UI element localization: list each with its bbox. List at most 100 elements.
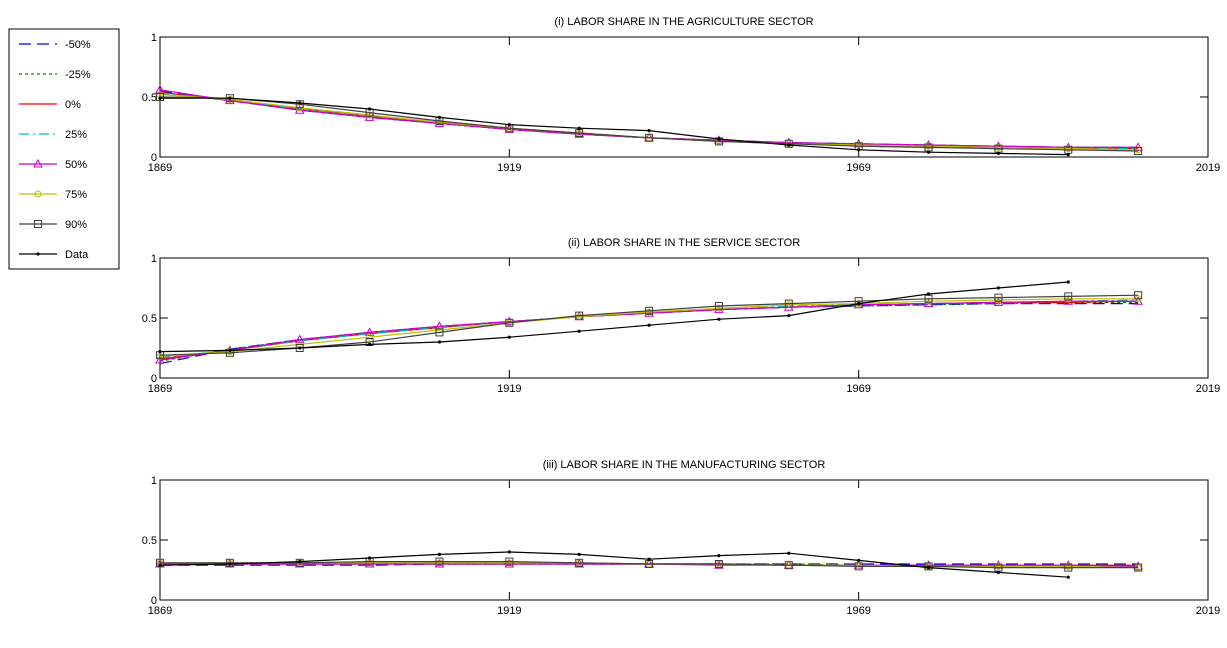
marker bbox=[435, 328, 444, 337]
marker bbox=[294, 558, 305, 568]
marker bbox=[228, 562, 232, 566]
legend-label: -25% bbox=[65, 69, 91, 81]
legend-label: -50% bbox=[65, 39, 91, 51]
marker bbox=[1134, 563, 1143, 572]
series-line bbox=[159, 91, 1139, 148]
x-tick-label: 2019 bbox=[1196, 383, 1220, 395]
marker bbox=[577, 552, 581, 557]
x-tick-label: 1919 bbox=[497, 605, 521, 617]
series-line bbox=[159, 89, 1139, 148]
marker bbox=[714, 560, 723, 568]
marker bbox=[158, 350, 162, 354]
marker bbox=[155, 354, 165, 364]
marker bbox=[34, 190, 42, 198]
marker bbox=[225, 558, 234, 567]
x-tick-label: 1969 bbox=[846, 162, 870, 174]
marker bbox=[364, 558, 375, 568]
marker bbox=[34, 220, 42, 228]
marker bbox=[507, 550, 511, 554]
y-tick-label: 0.5 bbox=[142, 313, 157, 325]
marker bbox=[787, 143, 791, 147]
marker bbox=[714, 560, 724, 569]
marker bbox=[996, 286, 1001, 290]
marker bbox=[437, 552, 442, 557]
marker bbox=[857, 148, 861, 152]
marker bbox=[298, 101, 302, 105]
marker bbox=[368, 556, 372, 560]
series-line bbox=[159, 294, 1139, 356]
chart-title: (ii) LABOR SHARE IN THE SERVICE SECTOR bbox=[568, 237, 800, 249]
y-tick-label: 1 bbox=[151, 475, 157, 487]
series-line bbox=[159, 96, 1139, 152]
x-tick-label: 1919 bbox=[497, 383, 521, 395]
x-tick-label: 1869 bbox=[148, 162, 172, 174]
series-line bbox=[159, 299, 1139, 359]
marker bbox=[1064, 292, 1073, 301]
x-tick-label: 1869 bbox=[148, 605, 172, 617]
series-line bbox=[160, 561, 1139, 569]
series-line bbox=[159, 281, 1069, 353]
marker bbox=[1064, 563, 1073, 572]
marker bbox=[853, 138, 864, 148]
marker bbox=[368, 107, 372, 111]
series-line bbox=[159, 92, 1139, 150]
legend-label: Data bbox=[65, 249, 89, 261]
marker bbox=[504, 558, 515, 568]
legend-label: 25% bbox=[65, 129, 87, 141]
marker bbox=[714, 302, 723, 310]
marker bbox=[437, 115, 442, 119]
marker bbox=[158, 96, 162, 100]
y-tick-label: 1 bbox=[151, 253, 157, 265]
marker bbox=[575, 558, 584, 567]
marker bbox=[717, 137, 721, 141]
marker bbox=[787, 314, 791, 318]
marker bbox=[507, 123, 511, 127]
series-line bbox=[159, 298, 1139, 357]
chart-title: (iii) LABOR SHARE IN THE MANUFACTURING S… bbox=[543, 459, 826, 471]
marker bbox=[575, 311, 584, 320]
marker bbox=[1066, 280, 1070, 284]
marker bbox=[577, 126, 581, 130]
x-tick-label: 2019 bbox=[1196, 605, 1220, 617]
x-tick-label: 2019 bbox=[1196, 162, 1220, 174]
legend-label: 0% bbox=[65, 99, 81, 111]
marker bbox=[784, 139, 793, 148]
marker bbox=[996, 570, 1001, 575]
series-line bbox=[159, 300, 1139, 361]
marker bbox=[295, 100, 304, 109]
x-tick-label: 1969 bbox=[846, 605, 870, 617]
marker bbox=[158, 563, 162, 567]
marker bbox=[1133, 561, 1143, 570]
y-tick-label: 1 bbox=[151, 32, 157, 44]
legend-label: 50% bbox=[65, 159, 87, 171]
marker bbox=[926, 150, 931, 154]
marker bbox=[574, 558, 585, 568]
legend-box bbox=[8, 28, 120, 270]
marker bbox=[504, 316, 515, 326]
marker bbox=[155, 84, 165, 94]
marker bbox=[857, 302, 861, 306]
marker bbox=[924, 562, 933, 571]
marker bbox=[717, 554, 721, 558]
marker bbox=[787, 551, 791, 555]
marker bbox=[994, 293, 1003, 302]
marker bbox=[507, 335, 511, 339]
marker bbox=[1066, 153, 1070, 157]
marker bbox=[1134, 291, 1143, 300]
marker bbox=[854, 562, 863, 571]
marker bbox=[993, 560, 1004, 569]
y-tick-label: 0 bbox=[151, 152, 157, 164]
x-tick-label: 1919 bbox=[497, 162, 521, 174]
y-tick-label: 0 bbox=[151, 595, 157, 607]
marker bbox=[435, 557, 444, 566]
marker bbox=[434, 558, 445, 568]
marker bbox=[33, 158, 43, 168]
marker bbox=[155, 558, 165, 568]
series-line bbox=[159, 90, 1139, 148]
x-tick-label: 1869 bbox=[148, 383, 172, 395]
marker bbox=[294, 334, 305, 344]
marker bbox=[228, 96, 232, 100]
marker bbox=[298, 560, 302, 564]
